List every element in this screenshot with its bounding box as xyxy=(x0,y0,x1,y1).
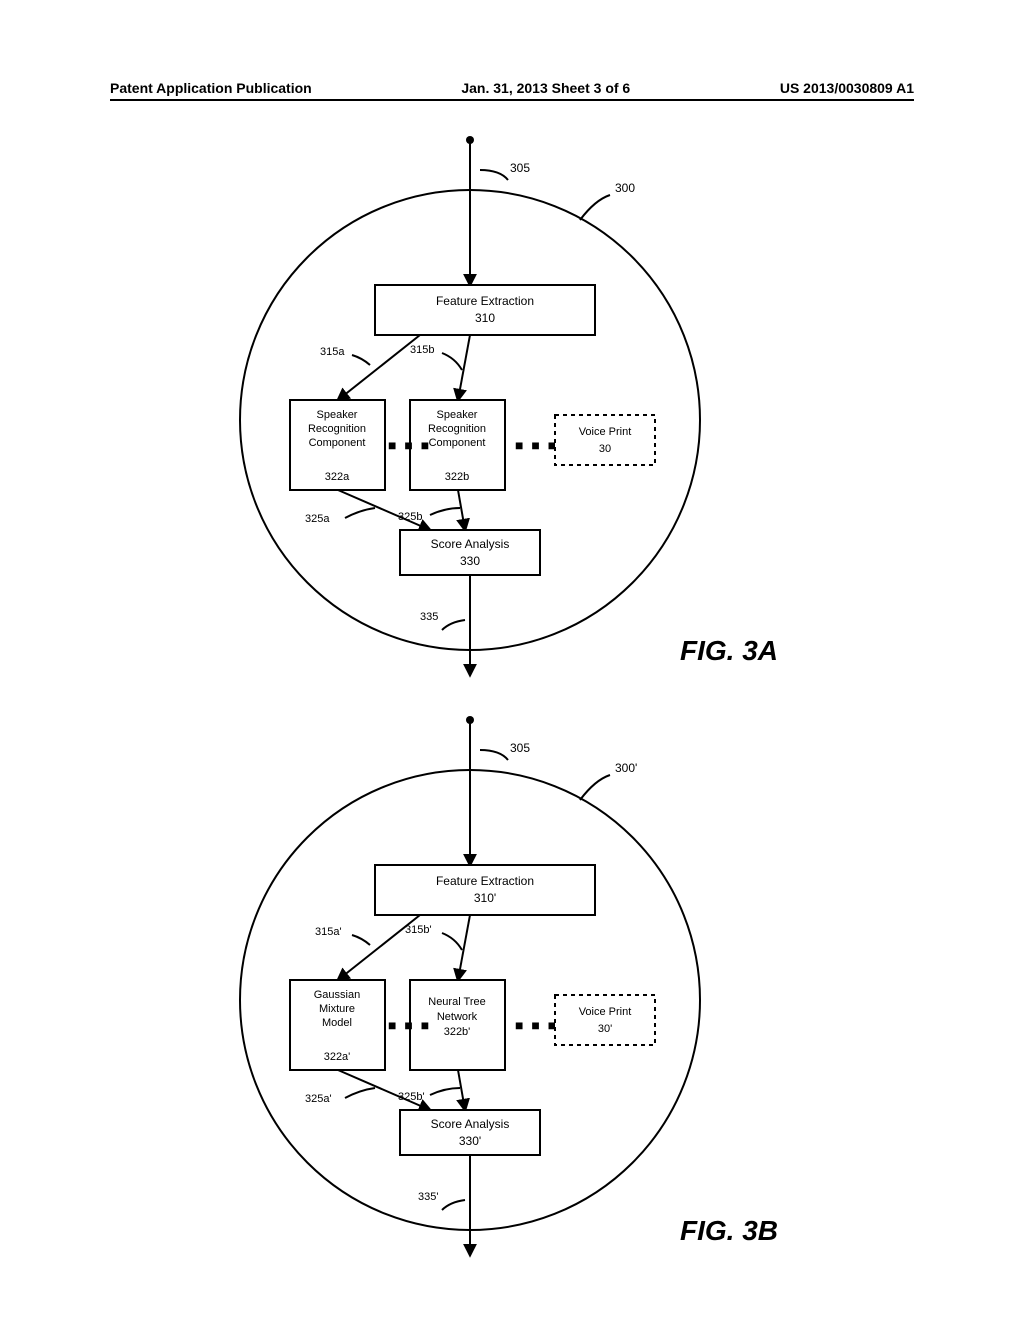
label-315a: 315a xyxy=(320,346,345,358)
ellipsis-dots-b: ■ ■ ■ xyxy=(515,1017,558,1033)
leader-335p xyxy=(442,1200,465,1210)
feature-text1-b: Feature Extraction xyxy=(436,874,534,888)
compB-l1: Speaker xyxy=(437,409,478,421)
compA-l1: Speaker xyxy=(317,409,358,421)
gmm-l3: Model xyxy=(322,1017,352,1029)
arrow-325b-b xyxy=(458,1070,465,1110)
label-315bp: 315b' xyxy=(405,924,432,936)
header-left: Patent Application Publication xyxy=(110,80,312,96)
gmm-num: 322a' xyxy=(324,1051,351,1063)
voice-l2-b: 30' xyxy=(598,1023,612,1035)
gmm-l2: Mixture xyxy=(319,1003,355,1015)
score-l2: 330 xyxy=(460,554,480,568)
arrow-315a xyxy=(338,335,420,400)
label-325bp: 325b' xyxy=(398,1091,425,1103)
label-325b: 325b xyxy=(398,511,422,523)
compA-l3: Component xyxy=(309,437,366,449)
leader-305 xyxy=(480,170,508,180)
compA-num: 322a xyxy=(325,471,350,483)
leader-335 xyxy=(442,620,465,630)
figure-caption-a: FIG. 3A xyxy=(680,635,778,666)
feature-extraction-box-b xyxy=(375,865,595,915)
ntn-l3: 322b' xyxy=(444,1026,471,1038)
page-header: Patent Application Publication Jan. 31, … xyxy=(110,80,914,101)
leader-325a xyxy=(345,508,375,518)
score-l2-b: 330' xyxy=(459,1134,481,1148)
ellipsis-dots-b2: ■ ■ ■ xyxy=(388,1017,431,1033)
ellipsis-dots: ■ ■ ■ xyxy=(515,437,558,453)
compB-l2: Recognition xyxy=(428,423,486,435)
label-305b: 305 xyxy=(510,741,530,755)
leader-325ap xyxy=(345,1088,375,1098)
voice-l1: Voice Print xyxy=(579,426,632,438)
arrow-325a xyxy=(338,490,430,530)
leader-315ap xyxy=(352,935,370,945)
figure-3a: 300 305 Feature Extraction 310 315a 315b… xyxy=(0,130,1024,700)
gmm-l1: Gaussian xyxy=(314,989,360,1001)
arrow-325b xyxy=(458,490,465,530)
feature-text2: 310 xyxy=(475,311,495,325)
voice-l2: 30 xyxy=(599,443,611,455)
voice-print-box-b xyxy=(555,995,655,1045)
leader-300p xyxy=(580,775,610,800)
leader-325bp xyxy=(430,1088,460,1095)
voice-l1-b: Voice Print xyxy=(579,1006,632,1018)
label-300: 300 xyxy=(615,181,635,195)
leader-300 xyxy=(580,195,610,220)
label-305: 305 xyxy=(510,161,530,175)
leader-315a xyxy=(352,355,370,365)
ellipsis-dots-2: ■ ■ ■ xyxy=(388,437,431,453)
page: Patent Application Publication Jan. 31, … xyxy=(0,0,1024,1320)
figure-3b: 300' 305 Feature Extraction 310' 315a' 3… xyxy=(0,710,1024,1280)
figure-caption-b: FIG. 3B xyxy=(680,1215,778,1246)
label-335p: 335' xyxy=(418,1191,438,1203)
feature-text1: Feature Extraction xyxy=(436,294,534,308)
label-335: 335 xyxy=(420,611,438,623)
compB-num: 322b xyxy=(445,471,469,483)
feature-extraction-box xyxy=(375,285,595,335)
score-l1-b: Score Analysis xyxy=(431,1117,510,1131)
header-right: US 2013/0030809 A1 xyxy=(780,80,914,96)
header-center: Jan. 31, 2013 Sheet 3 of 6 xyxy=(461,80,630,96)
compB-l3: Component xyxy=(429,437,486,449)
ntn-l2: Network xyxy=(437,1011,478,1023)
feature-text2-b: 310' xyxy=(474,891,496,905)
arrow-325a-b xyxy=(338,1070,430,1110)
leader-315bp xyxy=(442,933,462,950)
voice-print-box xyxy=(555,415,655,465)
label-300p: 300' xyxy=(615,761,637,775)
ntn-l1: Neural Tree xyxy=(428,996,485,1008)
label-325a: 325a xyxy=(305,513,330,525)
leader-305b xyxy=(480,750,508,760)
score-l1: Score Analysis xyxy=(431,537,510,551)
label-315b: 315b xyxy=(410,344,434,356)
label-325ap: 325a' xyxy=(305,1093,332,1105)
compA-l2: Recognition xyxy=(308,423,366,435)
leader-315b xyxy=(442,353,462,370)
leader-325b xyxy=(430,508,460,515)
label-315ap: 315a' xyxy=(315,926,342,938)
